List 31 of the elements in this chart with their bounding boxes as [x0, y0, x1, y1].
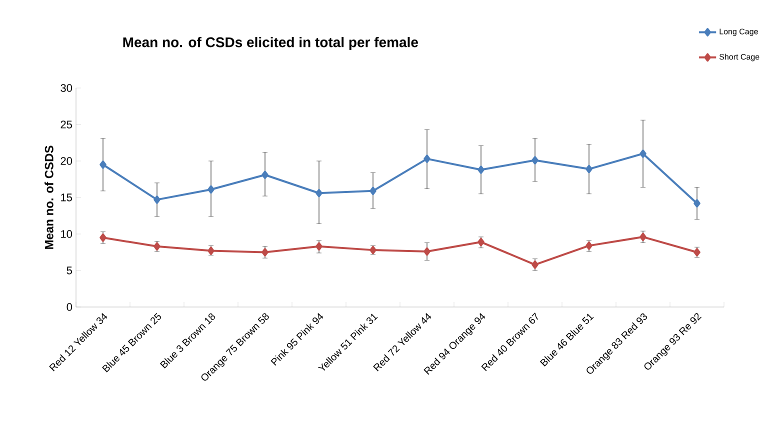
point: [424, 247, 430, 256]
point: [478, 238, 484, 246]
legend-label: Long Cage: [720, 28, 758, 36]
legend-label: Short Cage: [719, 54, 760, 62]
point: [208, 185, 214, 194]
point: [100, 233, 106, 242]
point: [316, 242, 322, 251]
point: [154, 195, 160, 204]
point: [586, 164, 592, 174]
point: [640, 150, 646, 158]
y-axis-title: Mean no. of CSDS: [44, 146, 54, 249]
y-tick-label: 0: [66, 303, 72, 311]
point: [694, 199, 700, 208]
point: [532, 260, 538, 269]
point: [532, 156, 538, 164]
point: [586, 241, 592, 250]
point: [262, 170, 268, 180]
y-tick-label: 10: [61, 230, 72, 238]
point: [640, 232, 646, 242]
point: [478, 166, 484, 174]
point: [424, 154, 430, 164]
chart-title: Mean no. of CSDs elicited in total per female: [123, 36, 418, 50]
point: [316, 188, 322, 198]
y-tick-label: 15: [61, 194, 72, 202]
y-tick-label: 30: [60, 84, 72, 92]
point: [262, 248, 268, 256]
y-tick-label: 20: [60, 157, 72, 165]
y-tick-label: 5: [66, 266, 72, 274]
y-tick-label: 25: [60, 120, 72, 128]
point: [100, 160, 106, 169]
point: [370, 186, 376, 196]
